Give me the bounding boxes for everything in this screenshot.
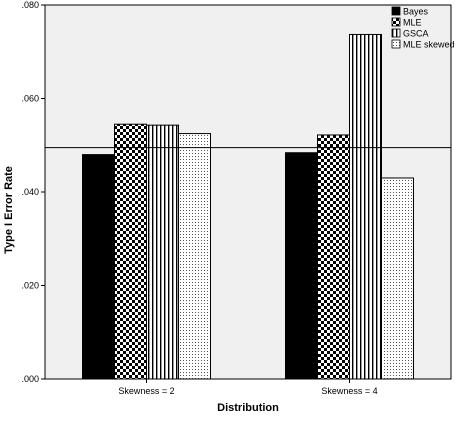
- bar-gsca-skewness-4: [349, 33, 382, 380]
- legend-label-gsca: GSCA: [403, 29, 429, 39]
- bar-bayes-skewness-4: [285, 152, 318, 380]
- bar-mle-skewness-2: [114, 123, 147, 380]
- y-tick-label: .040: [21, 187, 39, 197]
- legend-label-bayes: Bayes: [403, 7, 429, 17]
- y-axis: .000 .020 .040 .060 .080: [21, 0, 45, 384]
- legend-label-mle-skewed: MLE skewed: [403, 40, 455, 50]
- bar-bayes-skewness-2: [82, 154, 115, 380]
- bars-group: [45, 33, 451, 380]
- y-tick-label: .060: [21, 94, 39, 104]
- y-tick-label: .080: [21, 0, 39, 10]
- y-tick-label: .000: [21, 374, 39, 384]
- x-tick-label: Skewness = 4: [321, 386, 377, 396]
- x-axis-title: Distribution: [217, 402, 279, 414]
- legend-swatch-mle-skewed: [391, 39, 401, 49]
- y-tick-label: .020: [21, 281, 39, 291]
- x-axis: Skewness = 2 Skewness = 4: [118, 379, 378, 396]
- legend-swatch-gsca: [391, 28, 401, 38]
- legend-swatch-mle: [391, 17, 401, 27]
- bar-mle-skewed-skewness-4: [381, 177, 414, 380]
- y-axis-title: Type I Error Rate: [3, 166, 15, 254]
- bar-gsca-skewness-2: [146, 124, 179, 380]
- legend-swatch-bayes: [391, 6, 401, 16]
- bar-mle-skewness-4: [317, 134, 350, 380]
- legend-label-mle: MLE: [403, 18, 422, 28]
- bar-mle-skewed-skewness-2: [178, 133, 211, 380]
- x-tick-label: Skewness = 2: [118, 386, 174, 396]
